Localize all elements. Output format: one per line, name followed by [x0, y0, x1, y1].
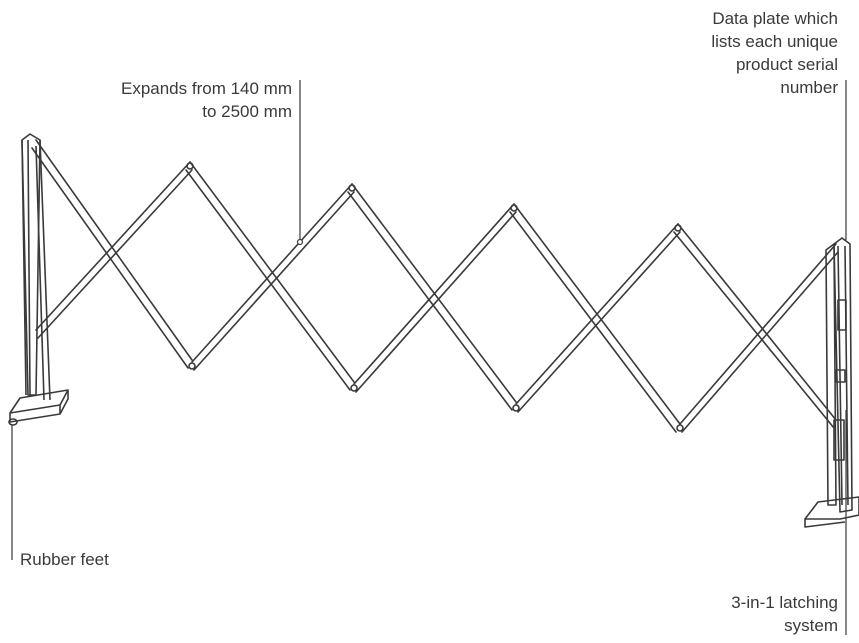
leader-lines	[11, 80, 847, 635]
leader-expands-dot	[296, 238, 304, 246]
scissor-lattice	[31, 139, 839, 433]
callout-data-plate-line-1: Data plate which	[712, 9, 838, 28]
callout-expands-line-2: to 2500 mm	[202, 102, 292, 121]
right-post	[825, 237, 853, 513]
callout-latching-line-1: 3-in-1 latching	[731, 593, 838, 612]
right-foot	[804, 496, 859, 528]
callout-data-plate-line-4: number	[780, 78, 838, 97]
callout-data-plate-line-3: product serial	[735, 55, 838, 74]
callout-rubber-feet-line-1: Rubber feet	[20, 550, 109, 569]
callout-latching-line-2: system	[784, 616, 838, 635]
callout-data-plate-line-2: lists each unique	[711, 32, 838, 51]
callout-latching-system: 3-in-1 latching system	[600, 591, 838, 637]
callout-expands-line-1: Expands from 140 mm	[120, 79, 292, 98]
callout-data-plate: Data plate which lists each unique produ…	[600, 7, 838, 99]
left-post	[21, 133, 51, 401]
left-foot	[8, 389, 69, 426]
callout-expands: Expands from 140 mm to 2500 mm	[40, 77, 292, 123]
callout-rubber-feet: Rubber feet	[20, 548, 109, 571]
